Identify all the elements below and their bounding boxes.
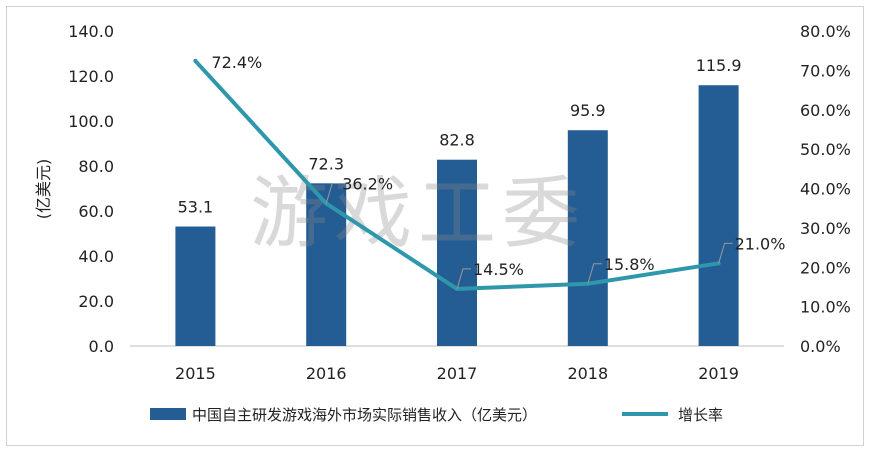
y-tick-label: 140.0 <box>68 22 114 41</box>
legend-bar-label: 中国自主研发游戏海外市场实际销售收入（亿美元） <box>192 406 537 424</box>
y-tick-label: 20.0 <box>78 292 114 311</box>
bar-2018 <box>567 130 608 346</box>
legend: 中国自主研发游戏海外市场实际销售收入（亿美元） 增长率 <box>150 406 723 424</box>
y2-tick-label: 70.0% <box>800 61 851 80</box>
legend-line-label: 增长率 <box>678 406 723 424</box>
y2-tick-label: 80.0% <box>800 22 851 41</box>
label-leader-line <box>325 182 341 204</box>
watermark-text: 游戏工委 <box>250 169 586 259</box>
y2-tick-label: 20.0% <box>800 258 851 277</box>
x-tick-label: 2017 <box>437 364 478 383</box>
x-tick-label: 2015 <box>175 364 216 383</box>
y2-tick-label: 40.0% <box>800 180 851 199</box>
bar-value-label: 53.1 <box>178 198 214 217</box>
label-leader-line <box>718 242 733 264</box>
y2-tick-label: 50.0% <box>800 140 851 159</box>
y-tick-label: 0.0 <box>89 337 114 356</box>
y2-tick-label: 0.0% <box>800 337 841 356</box>
axes-layer: 0.0 20.0 40.0 60.0 80.0 100.0 120.0 140.0 0.0% 10… <box>34 22 851 383</box>
bar-value-label: 115.9 <box>696 56 742 75</box>
bar-value-label: 82.8 <box>439 131 475 150</box>
bar-2017 <box>437 159 477 346</box>
y2-tick-label: 10.0% <box>800 298 851 317</box>
growth-value-label: 15.8% <box>604 255 655 274</box>
growth-value-label: 72.4% <box>211 53 262 72</box>
y-tick-label: 40.0 <box>78 247 114 266</box>
y-tick-label: 60.0 <box>78 202 114 221</box>
x-tick-label: 2018 <box>567 364 608 383</box>
growth-value-label: 36.2% <box>342 174 393 193</box>
bar-value-label: 95.9 <box>570 101 606 120</box>
y-axis-title: (亿美元) <box>34 159 53 220</box>
y2-tick-label: 30.0% <box>800 219 851 238</box>
labels-layer: 53.1 72.3 82.8 95.9 115.9 72.4% 36.2% 14.5% 15.8… <box>178 53 786 290</box>
x-tick-label: 2019 <box>698 364 739 383</box>
y2-tick-label: 60.0% <box>800 101 851 120</box>
y-tick-label: 100.0 <box>68 112 114 131</box>
y-tick-label: 80.0 <box>78 157 114 176</box>
bar-2015 <box>175 226 216 346</box>
bar-value-label: 72.3 <box>308 154 344 173</box>
bar-2019 <box>698 85 739 346</box>
y-tick-label: 120.0 <box>68 67 114 86</box>
x-tick-label: 2016 <box>306 364 347 383</box>
growth-point-2015 <box>193 58 198 63</box>
label-leader-line <box>587 263 602 284</box>
growth-value-label: 21.0% <box>735 234 786 253</box>
label-leader-line <box>456 268 471 290</box>
legend-bar-swatch <box>150 408 186 420</box>
bars-layer <box>175 85 739 346</box>
growth-value-label: 14.5% <box>473 260 524 279</box>
